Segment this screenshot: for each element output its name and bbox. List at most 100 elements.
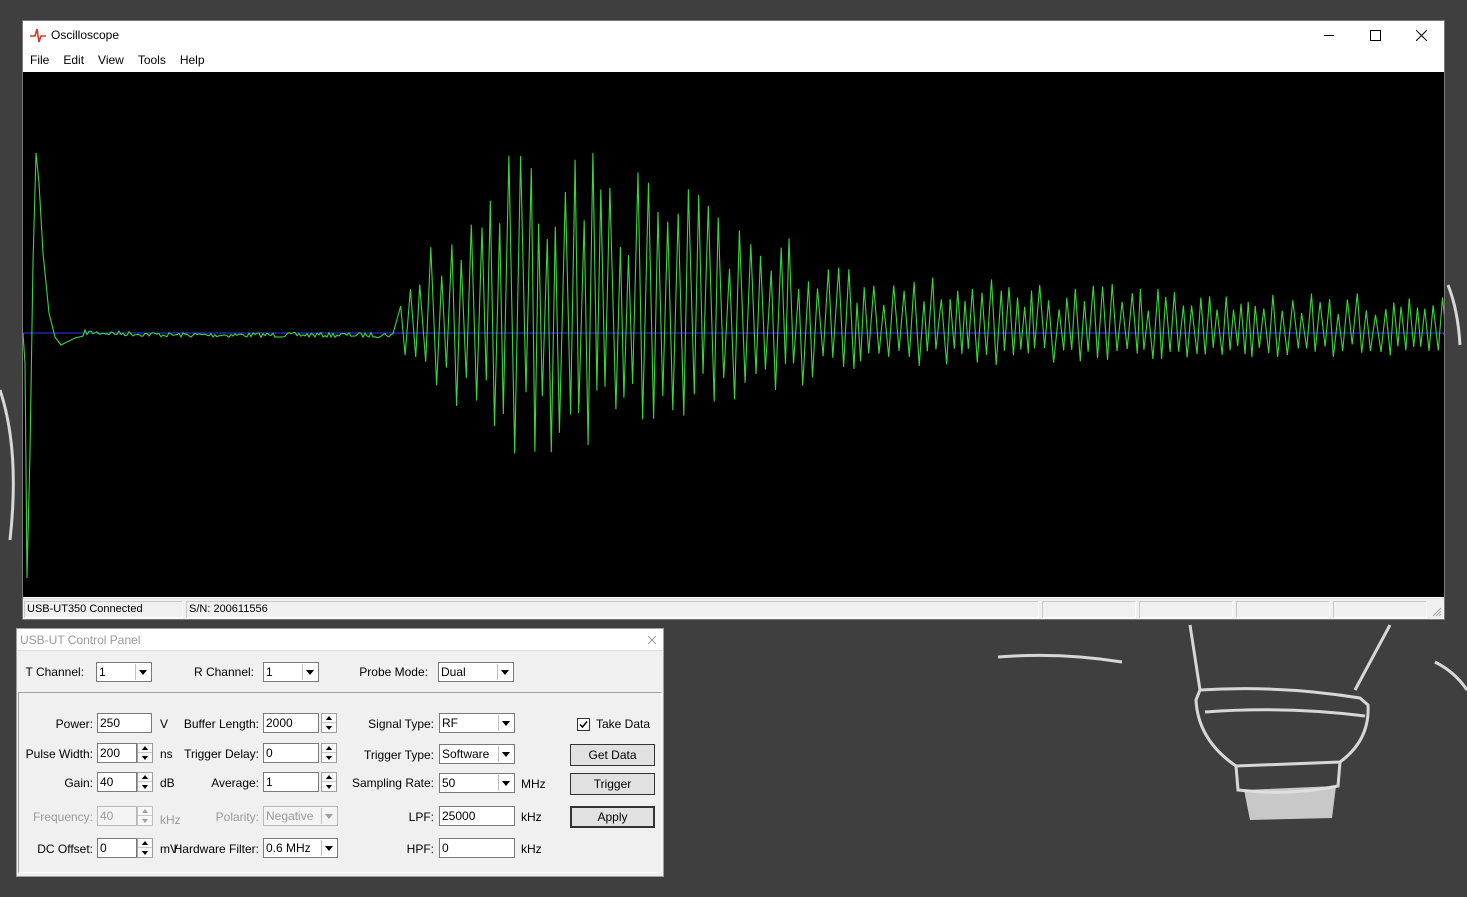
spin-down-icon[interactable] (138, 753, 152, 762)
sampling-rate-select[interactable]: 50 (439, 773, 515, 793)
polarity-select: Negative (263, 806, 338, 826)
average-field[interactable]: 1 (263, 772, 319, 792)
trigger-delay-spinner[interactable] (321, 743, 337, 763)
sampling-rate-unit: MHz (521, 777, 546, 791)
hpf-label: HPF: (406, 842, 434, 856)
gain-spinner[interactable] (137, 772, 153, 792)
maximize-button[interactable] (1352, 21, 1398, 49)
probe-mode-label: Probe Mode: (359, 665, 428, 679)
lpf-label: LPF: (408, 810, 434, 824)
menu-help[interactable]: Help (179, 53, 205, 67)
status-pane-empty (1139, 601, 1233, 618)
menu-file[interactable]: File (30, 53, 50, 67)
buffer-length-field[interactable]: 2000 (263, 713, 319, 733)
spin-up-icon[interactable] (138, 773, 152, 782)
chevron-down-icon[interactable] (498, 746, 513, 762)
menu-bar: File Edit View Tools Help (23, 49, 1444, 71)
probe-mode-value: Dual (441, 665, 466, 679)
chevron-down-icon[interactable] (497, 664, 512, 680)
settings-section: Power: 250 V Pulse Width: 200 ns Gain: 4… (18, 692, 662, 873)
t-channel-select[interactable]: 1 (96, 662, 152, 682)
dc-offset-spinner[interactable] (137, 838, 153, 858)
apply-button[interactable]: Apply (570, 806, 655, 828)
chevron-down-icon[interactable] (302, 664, 317, 680)
spin-up-icon (138, 807, 152, 816)
probe-mode-select[interactable]: Dual (438, 662, 514, 682)
buffer-length-spinner[interactable] (321, 713, 337, 733)
frequency-field: 40 (97, 806, 137, 826)
oscilloscope-titlebar[interactable]: Oscilloscope (23, 21, 1444, 49)
spin-up-icon[interactable] (322, 744, 336, 753)
spin-up-icon[interactable] (138, 839, 152, 848)
frequency-unit: kHz (160, 813, 181, 827)
status-serial: S/N: 200611556 (186, 601, 1039, 618)
menu-view[interactable]: View (98, 53, 124, 67)
window-title: Oscilloscope (51, 28, 120, 42)
hpf-field[interactable]: 0 (439, 838, 515, 858)
status-pane-empty (1042, 601, 1136, 618)
lpf-unit: kHz (521, 810, 542, 824)
spin-up-icon[interactable] (138, 744, 152, 753)
r-channel-select[interactable]: 1 (263, 662, 319, 682)
gain-unit: dB (160, 776, 175, 790)
scope-waveform-canvas (23, 152, 1444, 579)
control-panel-title: USB-UT Control Panel (20, 633, 141, 647)
get-data-button[interactable]: Get Data (570, 744, 655, 766)
signal-type-value: RF (442, 716, 458, 730)
status-connection: USB-UT350 Connected (24, 601, 183, 618)
menu-tools[interactable]: Tools (137, 53, 166, 67)
trigger-type-select[interactable]: Software (439, 744, 515, 764)
pulse-width-label: Pulse Width: (25, 747, 93, 761)
spin-down-icon[interactable] (322, 782, 336, 791)
dc-offset-field[interactable]: 0 (97, 838, 137, 858)
spin-down-icon[interactable] (138, 782, 152, 791)
close-button[interactable] (1398, 21, 1444, 49)
resize-grip-icon[interactable] (1432, 607, 1442, 617)
hardware-filter-select[interactable]: 0.6 MHz (263, 838, 338, 858)
buffer-length-label: Buffer Length: (183, 717, 259, 731)
close-icon (648, 635, 656, 644)
dc-offset-label: DC Offset: (37, 842, 93, 856)
chevron-down-icon[interactable] (321, 840, 336, 856)
signal-type-select[interactable]: RF (439, 713, 515, 733)
spin-down-icon[interactable] (322, 753, 336, 762)
average-spinner[interactable] (321, 772, 337, 792)
sampling-rate-label: Sampling Rate: (351, 776, 434, 790)
trigger-type-value: Software (442, 747, 490, 761)
menu-edit[interactable]: Edit (63, 53, 85, 67)
control-panel-close-button[interactable] (641, 629, 663, 650)
pulse-width-spinner[interactable] (137, 743, 153, 763)
spin-down-icon[interactable] (322, 723, 336, 732)
control-panel-titlebar[interactable]: USB-UT Control Panel (17, 629, 663, 651)
hpf-unit: kHz (521, 842, 542, 856)
r-channel-label: R Channel: (193, 665, 254, 679)
average-label: Average: (211, 776, 259, 790)
chevron-down-icon[interactable] (135, 664, 150, 680)
checkmark-icon (579, 721, 588, 729)
oscilloscope-app-icon (30, 28, 46, 43)
status-pane-empty (1333, 601, 1427, 618)
scope-trace (23, 152, 1444, 579)
trigger-delay-label: Trigger Delay: (184, 747, 259, 761)
spin-down-icon[interactable] (138, 848, 152, 857)
spin-up-icon[interactable] (322, 714, 336, 723)
chevron-down-icon[interactable] (498, 715, 513, 731)
minimize-button[interactable] (1306, 21, 1352, 49)
take-data-label[interactable]: Take Data (596, 717, 651, 731)
scope-display[interactable] (23, 72, 1444, 597)
lpf-field[interactable]: 25000 (439, 806, 515, 826)
spin-up-icon[interactable] (322, 773, 336, 782)
signal-type-label: Signal Type: (368, 717, 434, 731)
gain-field[interactable]: 40 (97, 772, 137, 792)
hardware-filter-value: 0.6 MHz (266, 841, 311, 855)
chevron-down-icon[interactable] (498, 775, 513, 791)
r-channel-value: 1 (266, 665, 273, 679)
trigger-button[interactable]: Trigger (570, 773, 655, 795)
pulse-width-field[interactable]: 200 (97, 743, 137, 763)
polarity-value: Negative (266, 809, 314, 823)
sampling-rate-value: 50 (442, 776, 456, 790)
power-field[interactable]: 250 (97, 713, 152, 733)
chevron-down-icon (321, 808, 336, 824)
trigger-delay-field[interactable]: 0 (263, 743, 319, 763)
take-data-checkbox[interactable] (577, 718, 590, 731)
